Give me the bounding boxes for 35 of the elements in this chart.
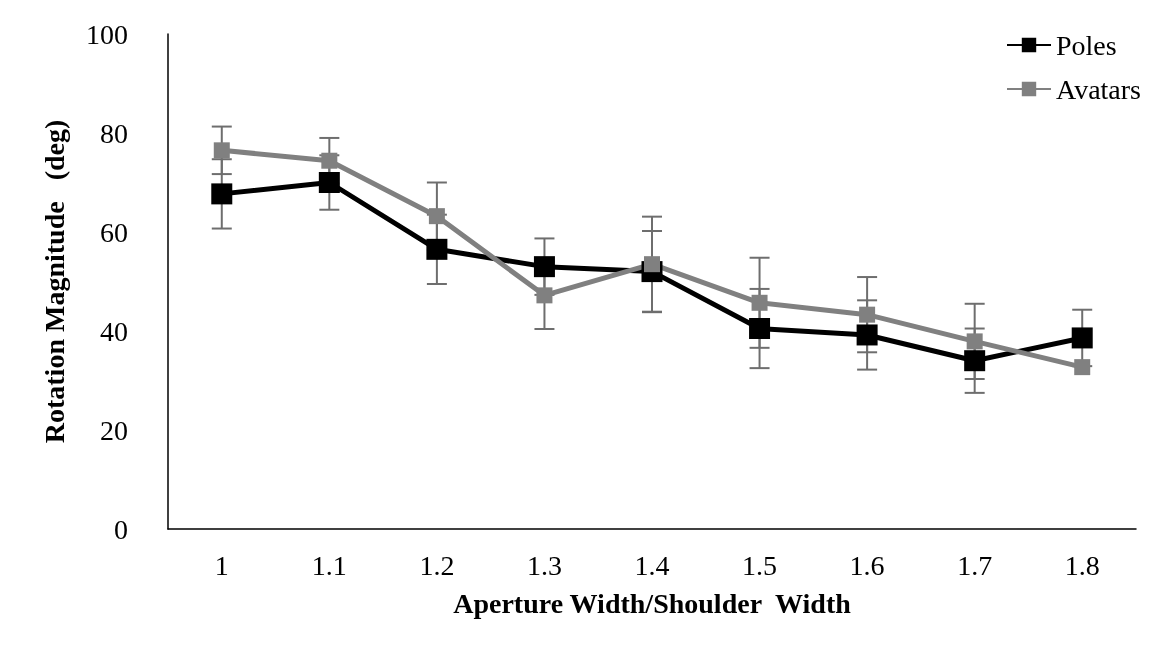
x-tick-label: 1.6: [849, 549, 885, 581]
y-tick-label: 0: [114, 513, 128, 545]
point: [1074, 359, 1091, 376]
point: [751, 294, 768, 311]
legend-label: Avatars: [1056, 73, 1141, 105]
point: [964, 350, 986, 372]
point: [318, 172, 340, 193]
x-tick-label: 1: [214, 549, 229, 581]
point: [321, 152, 338, 169]
x-tick-label: 1.7: [957, 549, 993, 581]
y-tick-label: 100: [86, 18, 128, 50]
x-tick-label: 1.5: [742, 549, 778, 581]
point: [426, 238, 448, 260]
x-tick-label: 1.3: [526, 549, 562, 581]
y-tick-label: 60: [100, 216, 128, 248]
y-tick-label: 80: [100, 117, 128, 149]
x-tick-label: 1.8: [1064, 549, 1100, 581]
point: [966, 333, 983, 350]
point: [859, 306, 876, 323]
x-tick-label: 1.2: [419, 549, 455, 581]
y-tick-label: 20: [100, 414, 128, 446]
x-tick-label: 1.1: [311, 549, 347, 581]
point: [749, 318, 771, 340]
x-axis-title: Aperture Width/Shoulder Width: [453, 587, 852, 619]
point: [213, 142, 230, 159]
point: [533, 256, 555, 278]
point: [428, 208, 445, 225]
point: [1071, 327, 1093, 349]
point: [536, 287, 553, 304]
y-tick-label: 40: [100, 315, 128, 347]
legend-label: Poles: [1056, 29, 1117, 61]
y-axis-title: Rotation Magnitude (deg): [38, 119, 70, 444]
x-tick-label: 1.4: [634, 549, 670, 581]
point: [856, 324, 878, 346]
point: [211, 183, 233, 205]
